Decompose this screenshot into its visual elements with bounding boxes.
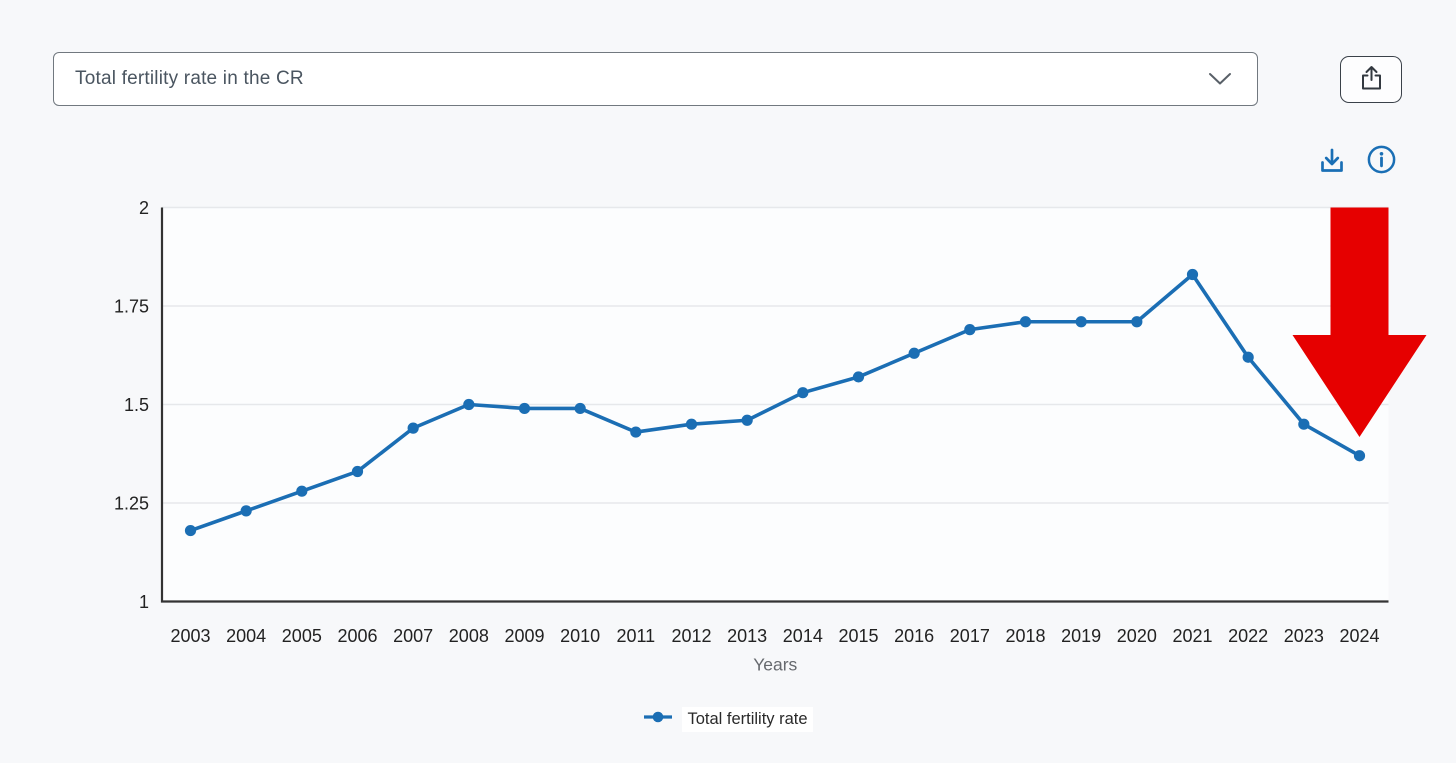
y-tick-label-1.25: 1.25 [114,494,149,514]
chevron-down-icon [1207,72,1233,86]
red-down-arrow-annotation [1292,207,1427,437]
data-point-2006[interactable] [351,465,364,478]
x-tick-label-2020: 2020 [1117,626,1157,646]
x-tick-label-2015: 2015 [838,626,878,646]
chart-legend: Total fertility rate [0,707,1456,732]
data-point-2021[interactable] [1186,268,1199,281]
download-icon [1317,145,1347,178]
x-tick-label-2019: 2019 [1061,626,1101,646]
x-tick-label-2007: 2007 [393,626,433,646]
share-icon [1359,64,1384,95]
x-tick-label-2021: 2021 [1172,626,1212,646]
x-tick-label-2009: 2009 [504,626,544,646]
axes-lines [160,207,1389,603]
data-point-2008[interactable] [463,398,475,411]
x-tick-label-2018: 2018 [1005,626,1045,646]
data-point-2020[interactable] [1131,316,1143,328]
indicator-select-value: Total fertility rate in the CR [75,68,304,89]
x-tick-label-2024: 2024 [1339,626,1379,646]
x-tick-label-2003: 2003 [170,626,210,646]
x-tick-label-2004: 2004 [226,626,266,646]
y-tick-label-1: 1 [139,592,149,612]
x-tick-label-2005: 2005 [282,626,322,646]
x-tick-label-2008: 2008 [449,626,489,646]
data-point-2024[interactable] [1353,450,1366,462]
x-tick-label-2014: 2014 [783,626,823,646]
data-point-2005[interactable] [296,485,308,497]
data-point-2017[interactable] [964,324,976,336]
data-point-2009[interactable] [518,402,531,415]
data-point-2016[interactable] [908,347,920,359]
data-point-2018[interactable] [1019,316,1032,328]
share-button[interactable] [1340,56,1402,103]
legend-item-total-fertility-rate[interactable]: Total fertility rate [643,707,813,732]
data-point-2019[interactable] [1075,316,1087,328]
x-tick-label-2017: 2017 [950,626,990,646]
data-point-2014[interactable] [797,387,809,399]
x-tick-label-2013: 2013 [727,626,767,646]
x-tick-label-2010: 2010 [560,626,600,646]
x-tick-label-2012: 2012 [671,626,711,646]
x-tick-label-2022: 2022 [1228,626,1268,646]
data-point-2015[interactable] [852,371,865,383]
data-point-2013[interactable] [741,414,753,426]
x-axis-title: Years [753,655,797,675]
data-point-2010[interactable] [574,402,586,415]
y-tick-label-1.5: 1.5 [124,395,149,415]
series-line-total-fertility-rate [188,272,1362,533]
indicator-select[interactable]: Total fertility rate in the CR [53,52,1258,106]
x-tick-label-2006: 2006 [337,626,377,646]
x-tick-label-2016: 2016 [894,626,934,646]
data-point-2012[interactable] [685,418,698,430]
info-icon [1366,144,1397,178]
chart-info-button[interactable] [1365,145,1397,177]
x-tick-label-2011: 2011 [616,626,655,646]
data-point-2004[interactable] [240,505,252,517]
data-point-2011[interactable] [630,426,642,438]
data-point-2007[interactable] [407,422,419,434]
data-point-2023[interactable] [1298,418,1310,430]
legend-marker-icon [643,710,673,729]
x-tick-label-2023: 2023 [1284,626,1324,646]
y-tick-label-1.75: 1.75 [114,297,149,317]
download-chart-button[interactable] [1316,145,1348,177]
data-point-2003[interactable] [184,524,197,537]
y-tick-label-2: 2 [139,198,149,218]
data-point-2022[interactable] [1242,351,1254,363]
legend-label: Total fertility rate [682,707,813,732]
chart-toolbar [1316,145,1397,177]
